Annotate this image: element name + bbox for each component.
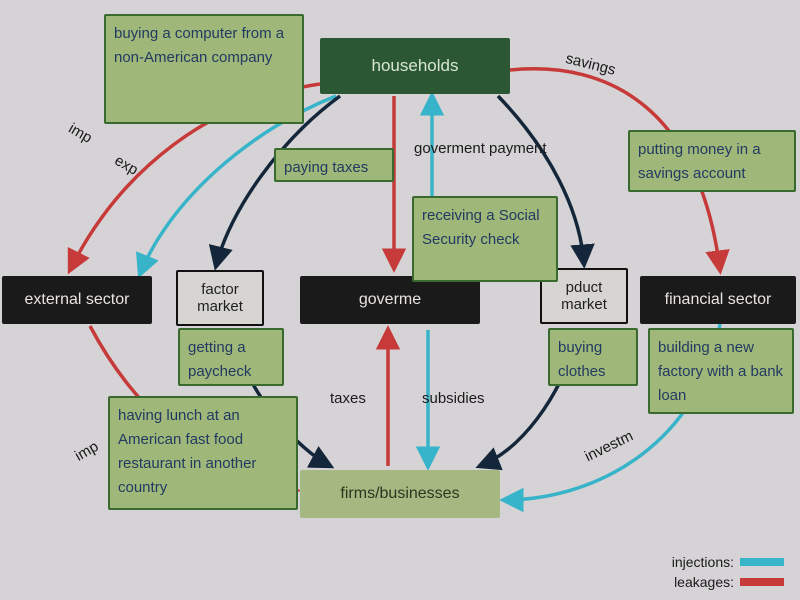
edge-label-exports: exp xyxy=(112,152,141,179)
legend-leakages-swatch xyxy=(740,578,784,586)
legend-leakages: leakages: xyxy=(672,574,784,590)
sticky-social-security[interactable]: receiving a Social Security check xyxy=(412,196,558,282)
node-households: households xyxy=(320,38,510,94)
legend-injections: injections: xyxy=(672,554,784,570)
legend-leakages-label: leakages: xyxy=(674,574,734,590)
sticky-paying-taxes[interactable]: paying taxes xyxy=(274,148,394,182)
edge-label-subsidies: subsidies xyxy=(422,390,485,407)
edge-label-taxes: taxes xyxy=(330,390,366,407)
sticky-buying-clothes[interactable]: buying clothes xyxy=(548,328,638,386)
edge-label-investment: investm xyxy=(582,427,636,465)
sticky-savings-account[interactable]: putting money in a savings account xyxy=(628,130,796,192)
legend: injections: leakages: xyxy=(672,550,784,590)
node-government: goverme xyxy=(300,276,480,324)
diagram-canvas: households goverme external sector finan… xyxy=(0,0,800,600)
node-external-sector: external sector xyxy=(2,276,152,324)
node-firms: firms/businesses xyxy=(300,470,500,518)
edge-label-gov-payment: goverment payment xyxy=(414,140,547,157)
sticky-factory-loan[interactable]: building a new factory with a bank loan xyxy=(648,328,794,414)
node-factor-market: factor market xyxy=(176,270,264,326)
edge-label-imports-bottom: imp xyxy=(72,438,101,465)
legend-injections-swatch xyxy=(740,558,784,566)
edge-label-imports-top: imp xyxy=(66,120,95,147)
edge-label-savings: savings xyxy=(564,50,617,79)
sticky-paycheck[interactable]: getting a paycheck xyxy=(178,328,284,386)
sticky-buying-computer[interactable]: buying a computer from a non-American co… xyxy=(104,14,304,124)
node-financial-sector: financial sector xyxy=(640,276,796,324)
sticky-lunch-abroad[interactable]: having lunch at an American fast food re… xyxy=(108,396,298,510)
legend-injections-label: injections: xyxy=(672,554,734,570)
